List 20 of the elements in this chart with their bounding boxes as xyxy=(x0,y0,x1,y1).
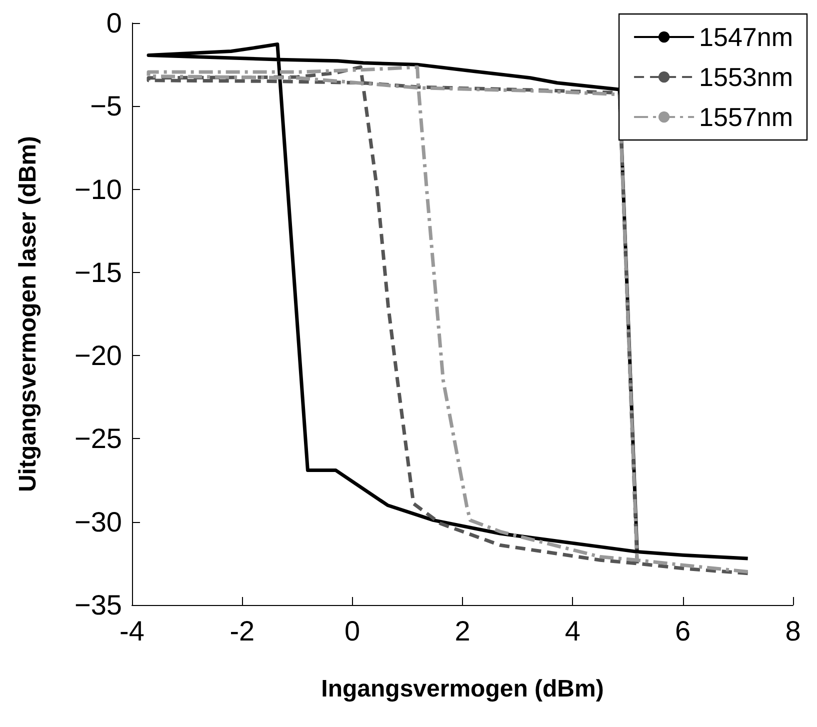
y-axis-title: Uitgangsvermogen laser (dBm) xyxy=(14,136,42,492)
y-tick-label: −10 xyxy=(74,174,122,205)
x-tick-label: 2 xyxy=(454,616,470,646)
y-tick-label: −30 xyxy=(74,506,122,538)
y-tick-label: −20 xyxy=(74,340,122,372)
y-tick-label: −35 xyxy=(74,590,122,620)
x-tick-label: 4 xyxy=(564,616,580,646)
x-tick-label: 0 xyxy=(344,616,360,646)
x-tick-label: -4 xyxy=(120,616,144,646)
y-tick-label: −5 xyxy=(90,90,122,122)
x-tick-label: 6 xyxy=(675,616,691,646)
y-tick-label: −15 xyxy=(74,256,122,288)
x-tick-label: 8 xyxy=(785,616,801,646)
legend-label: 1547nm xyxy=(699,22,794,52)
x-tick-label: -2 xyxy=(230,616,255,646)
x-axis-title: Ingangsvermogen (dBm) xyxy=(321,676,604,702)
legend-label: 1557nm xyxy=(699,102,794,132)
y-tick-label: −25 xyxy=(74,423,122,454)
legend-label: 1553nm xyxy=(699,62,794,92)
y-tick-label: 0 xyxy=(106,8,122,38)
